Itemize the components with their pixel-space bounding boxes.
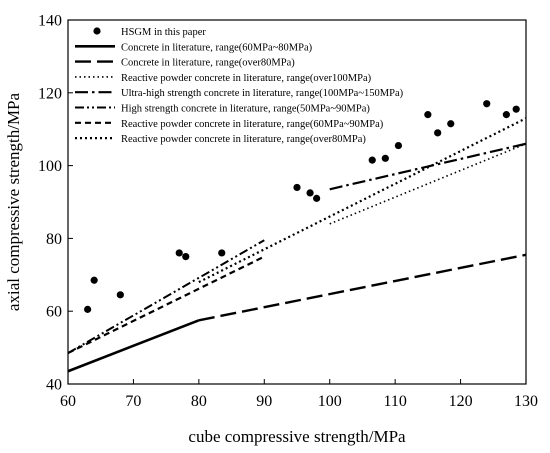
data-point: [447, 120, 455, 128]
legend-label: Reactive powder concrete in literature, …: [121, 134, 366, 145]
series-line: [67, 319, 200, 373]
data-point: [483, 100, 491, 108]
data-point: [116, 291, 124, 299]
y-tick-label: 80: [46, 231, 62, 248]
data-point: [84, 305, 92, 313]
series-line: [198, 117, 527, 284]
data-point: [502, 111, 510, 119]
legend-label: Concrete in literature, range(over80MPa): [121, 58, 295, 69]
data-point: [512, 105, 520, 113]
legend-label: Reactive powder concrete in literature, …: [121, 73, 372, 84]
data-point: [381, 154, 389, 162]
legend-marker: [93, 27, 101, 35]
legend-label: HSGM in this paper: [121, 27, 206, 38]
y-axis-title: axial compressive strength/MPa: [4, 92, 23, 311]
series-line: [67, 239, 265, 354]
y-tick-label: 100: [38, 158, 62, 175]
scatter-points: [84, 100, 520, 313]
legend-label: Ultra-high strength concrete in literatu…: [121, 88, 404, 99]
x-tick-label: 70: [125, 393, 141, 410]
legend-label: Reactive powder concrete in literature, …: [121, 119, 384, 130]
data-point: [293, 183, 301, 192]
x-tick-label: 110: [383, 393, 406, 410]
data-point: [90, 276, 98, 284]
y-tick-label: 60: [46, 304, 62, 321]
data-point: [306, 189, 314, 197]
data-point: [434, 129, 442, 137]
series-line: [67, 255, 265, 355]
series-line: [198, 253, 527, 322]
data-point: [394, 141, 403, 150]
x-axis-title: cube compressive strength/MPa: [188, 427, 406, 446]
legend: HSGM in this paper Concrete in literature…: [75, 27, 404, 145]
data-point: [175, 249, 183, 257]
x-tick-label: 100: [318, 393, 342, 410]
legend-label: High strength concrete in literature, ra…: [121, 104, 370, 115]
series-lines: [67, 117, 527, 373]
x-tick-label: 90: [256, 393, 272, 410]
x-tick-label: 80: [191, 393, 207, 410]
data-point: [313, 194, 321, 202]
data-point: [368, 156, 376, 164]
data-point: [182, 253, 190, 261]
series-line: [329, 143, 527, 225]
y-tick-label: 140: [38, 13, 62, 30]
legend-label: Concrete in literature, range(60MPa~80MP…: [121, 42, 313, 53]
data-point: [218, 249, 226, 257]
x-tick-label: 120: [449, 393, 473, 410]
plot-frame: [67, 19, 527, 385]
x-tick-label: 130: [514, 393, 538, 410]
data-point: [424, 111, 432, 119]
y-tick-label: 40: [46, 377, 62, 394]
y-tick-label: 120: [38, 85, 62, 102]
x-tick-label: 60: [60, 393, 76, 410]
